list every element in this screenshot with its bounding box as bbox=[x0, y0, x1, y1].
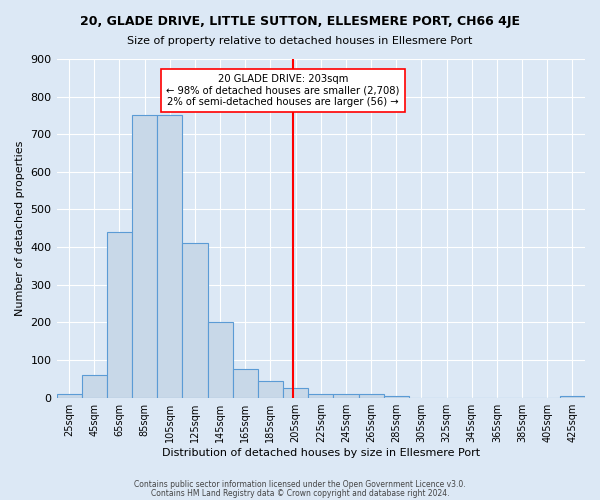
Bar bbox=[359, 394, 383, 398]
Text: Contains public sector information licensed under the Open Government Licence v3: Contains public sector information licen… bbox=[134, 480, 466, 489]
Bar bbox=[182, 244, 208, 398]
Text: Size of property relative to detached houses in Ellesmere Port: Size of property relative to detached ho… bbox=[127, 36, 473, 46]
Bar bbox=[283, 388, 308, 398]
Bar bbox=[334, 394, 359, 398]
Bar bbox=[308, 394, 334, 398]
Text: Contains HM Land Registry data © Crown copyright and database right 2024.: Contains HM Land Registry data © Crown c… bbox=[151, 488, 449, 498]
Bar bbox=[233, 370, 258, 398]
X-axis label: Distribution of detached houses by size in Ellesmere Port: Distribution of detached houses by size … bbox=[162, 448, 480, 458]
Bar bbox=[107, 232, 132, 398]
Bar bbox=[560, 396, 585, 398]
Bar bbox=[208, 322, 233, 398]
Bar bbox=[258, 380, 283, 398]
Bar bbox=[56, 394, 82, 398]
Text: 20, GLADE DRIVE, LITTLE SUTTON, ELLESMERE PORT, CH66 4JE: 20, GLADE DRIVE, LITTLE SUTTON, ELLESMER… bbox=[80, 15, 520, 28]
Bar bbox=[132, 116, 157, 398]
Text: 20 GLADE DRIVE: 203sqm
← 98% of detached houses are smaller (2,708)
2% of semi-d: 20 GLADE DRIVE: 203sqm ← 98% of detached… bbox=[166, 74, 400, 107]
Bar bbox=[383, 396, 409, 398]
Bar bbox=[82, 375, 107, 398]
Y-axis label: Number of detached properties: Number of detached properties bbox=[15, 140, 25, 316]
Bar bbox=[157, 116, 182, 398]
